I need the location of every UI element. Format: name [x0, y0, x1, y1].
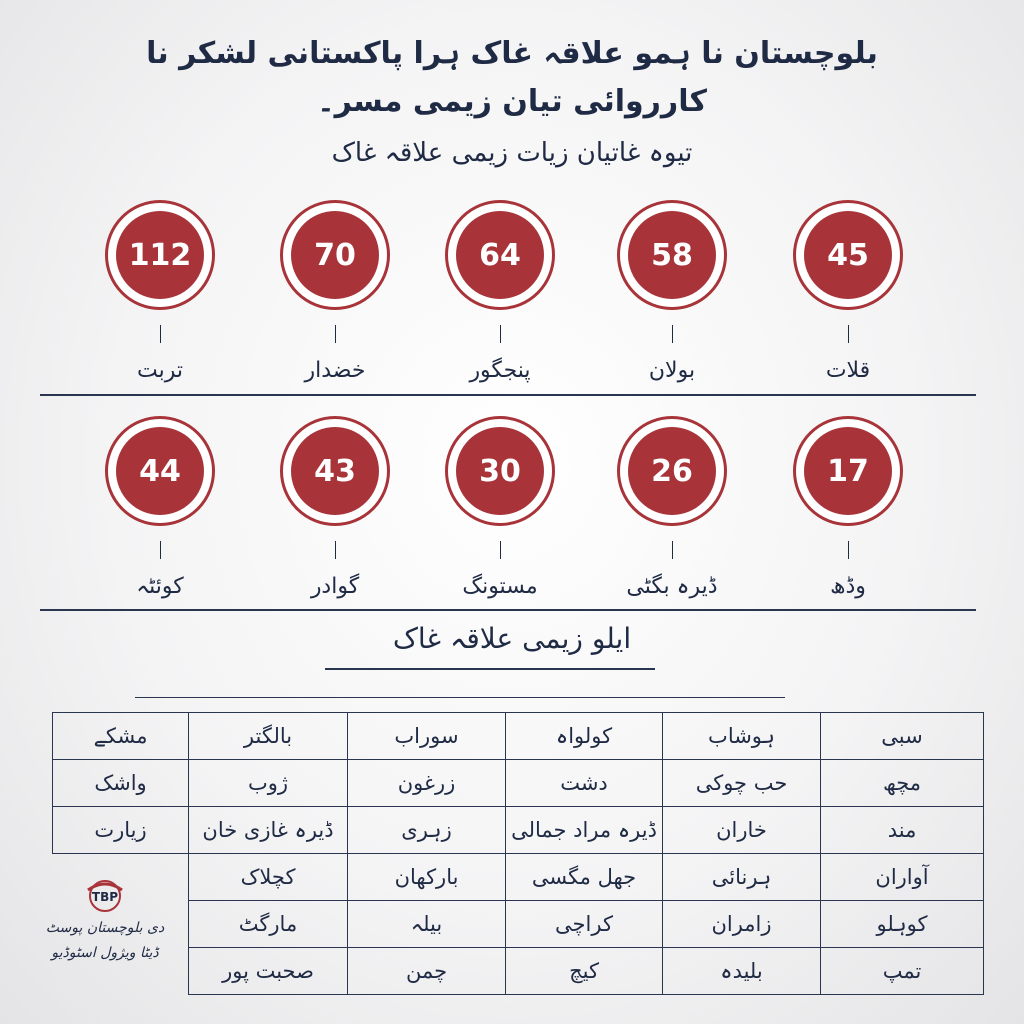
count: 112: [116, 211, 204, 299]
area-name: وڈھ: [830, 574, 866, 599]
table-cell: مچھ: [820, 759, 984, 807]
area-name: بولان: [648, 358, 696, 383]
connector: [672, 325, 673, 343]
table-cell: بلیدہ: [662, 947, 821, 995]
divider: [135, 697, 785, 698]
count: 17: [804, 427, 892, 515]
area-name: پنجگور: [469, 358, 531, 383]
table-cell: دشت: [505, 759, 663, 807]
area-name: گوادر: [310, 574, 360, 599]
table-cell: بالگتر: [188, 712, 348, 760]
table-cell: ژوب: [188, 759, 348, 807]
area-name: ڈیرہ بگٹی: [626, 574, 718, 599]
table-cell: ہرنائی: [662, 853, 821, 901]
divider: [40, 609, 976, 611]
table-cell: زرغون: [347, 759, 506, 807]
count-circle: 44: [105, 416, 215, 526]
subtitle: تیوہ غاتیان زیات زیمی علاقہ غاک: [331, 138, 693, 168]
count-circle: 30: [445, 416, 555, 526]
connector: [500, 325, 501, 343]
count-circle: 58: [617, 200, 727, 310]
title: بلوچستان نا ہمو علاقہ غاک ہرا پاکستانی ل…: [146, 36, 878, 119]
count: 64: [456, 211, 544, 299]
table-cell: تمپ: [820, 947, 984, 995]
table-cell: کوہلو: [820, 900, 984, 948]
table-cell: مارگٹ: [188, 900, 348, 948]
table-cell: سوراب: [347, 712, 506, 760]
connector: [160, 325, 161, 343]
logo-tagline: ڈیٹا ویژول اسٹوڈیو: [51, 945, 159, 961]
table-cell: حب چوکی: [662, 759, 821, 807]
logo-name: دی بلوچستان پوسٹ: [45, 920, 165, 936]
connector: [335, 325, 336, 343]
count-circle: 112: [105, 200, 215, 310]
count: 26: [628, 427, 716, 515]
connector: [848, 325, 849, 343]
count: 70: [291, 211, 379, 299]
table-cell: زیارت: [52, 806, 189, 854]
svg-text:TBP: TBP: [92, 890, 118, 904]
area-name: خضدار: [304, 358, 366, 383]
area-name: مستونگ: [462, 574, 538, 599]
section-heading: ایلو زیمی علاقہ غاک: [392, 622, 632, 655]
table-cell: کیچ: [505, 947, 663, 995]
count-circle: 70: [280, 200, 390, 310]
connector: [160, 541, 161, 559]
table-cell: واشک: [52, 759, 189, 807]
count: 44: [116, 427, 204, 515]
table-cell: مند: [820, 806, 984, 854]
table-cell: ڈیرہ غازی خان: [188, 806, 348, 854]
connector: [500, 541, 501, 559]
count: 45: [804, 211, 892, 299]
count: 58: [628, 211, 716, 299]
count-circle: 43: [280, 416, 390, 526]
count-circle: 17: [793, 416, 903, 526]
count: 30: [456, 427, 544, 515]
logo-icon: TBP: [87, 880, 123, 912]
connector: [335, 541, 336, 559]
table-cell: کولواہ: [505, 712, 663, 760]
table-cell: بارکھان: [347, 853, 506, 901]
connector: [848, 541, 849, 559]
count: 43: [291, 427, 379, 515]
count-circle: 26: [617, 416, 727, 526]
area-name: کوئٹہ: [136, 574, 184, 599]
table-cell: زامران: [662, 900, 821, 948]
table-cell: ہوشاب: [662, 712, 821, 760]
table-cell: زہری: [347, 806, 506, 854]
table-cell: خاران: [662, 806, 821, 854]
count-circle: 64: [445, 200, 555, 310]
divider: [40, 394, 976, 396]
table-cell: جھل مگسی: [505, 853, 663, 901]
table-cell: سبی: [820, 712, 984, 760]
table-cell: ڈیرہ مراد جمالی: [505, 806, 663, 854]
table-cell: بیلہ: [347, 900, 506, 948]
area-name: تربت: [137, 358, 183, 383]
table-cell: چمن: [347, 947, 506, 995]
connector: [672, 541, 673, 559]
table-cell: کراچی: [505, 900, 663, 948]
heading-underline: [325, 668, 655, 670]
table-cell: صحبت پور: [188, 947, 348, 995]
table-cell: کچلاک: [188, 853, 348, 901]
table-cell: مشکے: [52, 712, 189, 760]
count-circle: 45: [793, 200, 903, 310]
area-name: قلات: [825, 358, 871, 383]
table-cell: آواران: [820, 853, 984, 901]
